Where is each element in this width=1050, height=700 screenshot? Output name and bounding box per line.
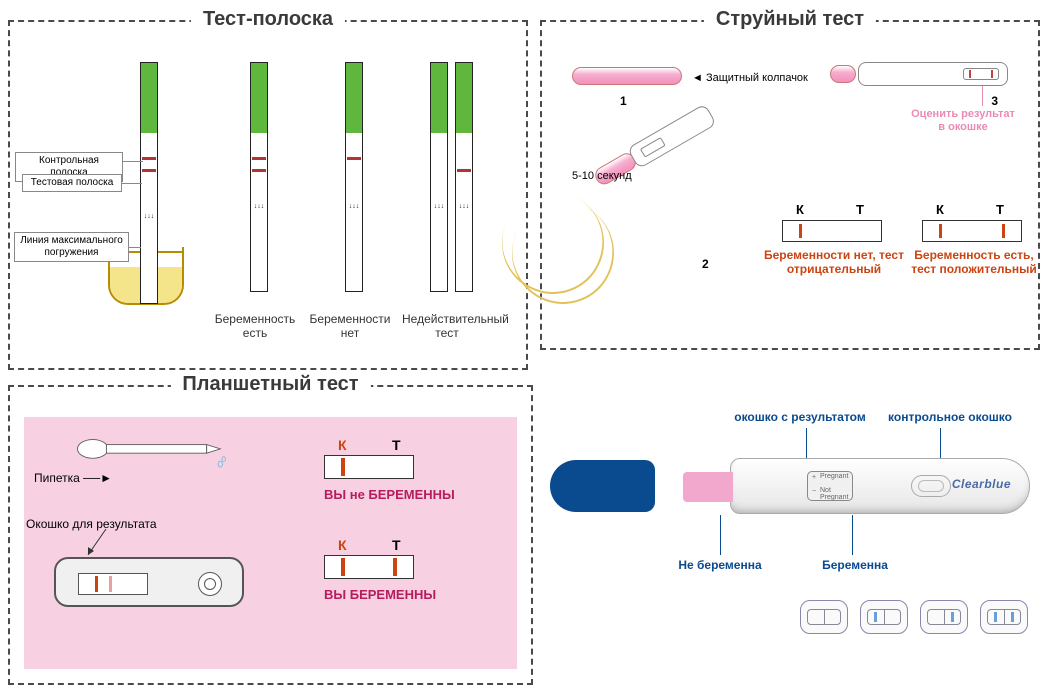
- cassette-test-panel: Планшетный тест Пипетка ──► Окошко для р…: [8, 385, 533, 685]
- protective-cap-small: [830, 65, 856, 83]
- pipette-icon: [64, 437, 244, 471]
- midstream-title: Струйный тест: [704, 8, 876, 31]
- cassette-bg: Пипетка ──► Окошко для результата К Т ВЫ…: [24, 417, 517, 669]
- digital-cap: [550, 460, 655, 512]
- digital-test-panel: окошко с результатом контрольное окошко …: [540, 370, 1040, 690]
- control-chip: [860, 600, 908, 634]
- sample-well: [198, 572, 222, 596]
- digital-body: + Pregnant − Not Pregnant Clearblue: [730, 458, 1030, 514]
- result-window: [963, 68, 999, 80]
- midstream-test-panel: Струйный тест ◄ Защитный колпачок 1 3 Оц…: [540, 20, 1040, 350]
- absorbent-tip: [683, 472, 733, 502]
- step-1-num: 1: [620, 94, 627, 108]
- time-label: 5-10 секунд: [572, 170, 632, 182]
- kt-t: Т: [996, 202, 1004, 217]
- leader-line: [78, 529, 118, 559]
- test-strip: ↓↓↓: [455, 62, 473, 292]
- cassette-device: [54, 557, 244, 607]
- lcd-screen: + Pregnant − Not Pregnant: [807, 471, 853, 501]
- protective-cap: [572, 67, 682, 85]
- test-strip: ↓↓↓: [345, 62, 363, 292]
- pipette-label: Пипетка ──►: [34, 471, 112, 485]
- pos-text: Беременность есть, тест положительный: [904, 248, 1044, 277]
- control-chip: [980, 600, 1028, 634]
- strip-caption: Беременность есть: [210, 312, 300, 340]
- test-strip: ↓↓↓: [250, 62, 268, 292]
- brand-name: Clearblue: [952, 477, 1011, 491]
- control-window: [911, 475, 951, 497]
- cassette-title: Планшетный тест: [170, 373, 370, 396]
- test-strip: ↓↓↓: [140, 62, 158, 304]
- result-window-annot: окошко с результатом: [730, 410, 870, 424]
- leader-line: [720, 515, 721, 555]
- leader-line: [129, 247, 141, 248]
- strip-caption: Недействительный тест: [402, 312, 492, 340]
- kt-k: К: [936, 202, 944, 217]
- midstream-device-3: [858, 62, 1008, 86]
- neg-text: Беременности нет, тест отрицательный: [764, 248, 904, 277]
- leader-line: [123, 161, 143, 162]
- test-strip-label: Тестовая полоска: [22, 174, 122, 192]
- eval-note: Оценить результат в окошке: [908, 108, 1018, 134]
- cap-label: ◄ Защитный колпачок: [692, 72, 808, 84]
- result-negative: [782, 220, 882, 242]
- strip-test-panel: Тест-полоска ↓↓↓↓↓↓↓↓↓↓↓↓↓↓↓ Контрольная…: [8, 20, 528, 370]
- strip-window: [78, 573, 148, 595]
- max-immersion-label: Линия максимального погружения: [14, 232, 129, 262]
- strip-test-title: Тест-полоска: [191, 8, 345, 31]
- control-chip: [800, 600, 848, 634]
- step-3-num: 3: [991, 94, 998, 108]
- result-positive: [922, 220, 1022, 242]
- strip-caption: Беременности нет: [305, 312, 395, 340]
- control-chip: [920, 600, 968, 634]
- test-strip: ↓↓↓: [430, 62, 448, 292]
- pregnant-annot: Беременна: [810, 558, 900, 572]
- stream-waves: [562, 202, 642, 262]
- step-2-num: 2: [702, 257, 709, 271]
- not-pregnant-annot: Не беременна: [665, 558, 775, 572]
- kt-t: Т: [856, 202, 864, 217]
- control-window-annot: контрольное окошко: [880, 410, 1020, 424]
- kt-k: К: [796, 202, 804, 217]
- leader-line: [982, 86, 983, 106]
- leader-line: [852, 515, 853, 555]
- leader-line: [122, 183, 142, 184]
